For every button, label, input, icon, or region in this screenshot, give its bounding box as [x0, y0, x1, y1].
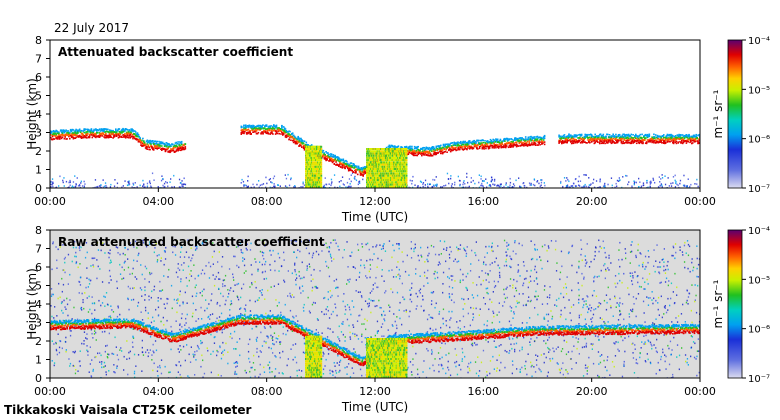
y-tick-label: 4: [35, 108, 42, 121]
date-label: 22 July 2017: [54, 21, 129, 35]
colorbar-unit-bottom: m⁻¹ sr⁻¹: [711, 279, 725, 328]
y-tick-label: 6: [35, 261, 42, 274]
y-tick-label: 0: [35, 182, 42, 195]
x-tick-label: 00:00: [34, 195, 66, 208]
colorbar-tick-label: 10⁻⁵: [748, 275, 770, 286]
y-axis-label-top: Height (km): [25, 78, 39, 149]
x-tick-label: 20:00: [576, 195, 608, 208]
y-tick-label: 1: [35, 354, 42, 367]
y-tick-label: 2: [35, 145, 42, 158]
chart-top: Attenuated backscatter coefficient 0 1 2 3 4…: [25, 34, 770, 224]
x-axis-label-top: Time (UTC): [341, 210, 408, 224]
colorbar-tick-label: 10⁻⁵: [748, 85, 770, 96]
y-tick-label: 5: [35, 90, 42, 103]
colorbar-tick-label: 10⁻⁶: [748, 325, 770, 336]
x-tick-label: 12:00: [359, 385, 391, 398]
colorbar-tick-label: 10⁻⁷: [748, 184, 770, 195]
x-tick-label: 00:00: [34, 385, 66, 398]
y-tick-label: 1: [35, 164, 42, 177]
x-tick-label: 20:00: [576, 385, 608, 398]
y-tick-label: 7: [35, 243, 42, 256]
y-tick-label: 3: [35, 317, 42, 330]
x-tick-label: 16:00: [467, 195, 499, 208]
y-tick-label: 7: [35, 53, 42, 66]
x-tick-label: 08:00: [251, 385, 283, 398]
y-tick-label: 6: [35, 71, 42, 84]
x-tick-label: 08:00: [251, 195, 283, 208]
x-tick-label: 00:00: [684, 195, 716, 208]
x-tick-label: 04:00: [142, 385, 174, 398]
x-axis-label-bottom: Time (UTC): [341, 400, 408, 414]
colorbar-top: [727, 39, 743, 189]
colorbar-unit-top: m⁻¹ sr⁻¹: [711, 89, 725, 138]
y-tick-label: 8: [35, 34, 42, 47]
y-axis-label-bottom: Height (km): [25, 268, 39, 339]
colorbar-tick-label: 10⁻⁴: [748, 226, 770, 237]
chart-title-top: Attenuated backscatter coefficient: [58, 45, 293, 59]
colorbar-tick-label: 10⁻⁴: [748, 36, 770, 47]
x-tick-label: 16:00: [467, 385, 499, 398]
colorbar-tick-label: 10⁻⁶: [748, 135, 770, 146]
chart-bottom: Raw attenuated backscatter coefficient 0…: [25, 224, 770, 414]
x-tick-label: 00:00: [684, 385, 716, 398]
x-tick-label: 04:00: [142, 195, 174, 208]
y-tick-label: 3: [35, 127, 42, 140]
y-tick-label: 4: [35, 298, 42, 311]
colorbar-bottom: [727, 229, 743, 379]
x-tick-label: 12:00: [359, 195, 391, 208]
instrument-label: Tikkakoski Vaisala CT25K ceilometer: [4, 403, 252, 417]
y-tick-label: 5: [35, 280, 42, 293]
y-tick-label: 8: [35, 224, 42, 237]
y-tick-label: 2: [35, 335, 42, 348]
chart-title-bottom: Raw attenuated backscatter coefficient: [58, 235, 325, 249]
colorbar-tick-label: 10⁻⁷: [748, 374, 770, 385]
y-tick-label: 0: [35, 372, 42, 385]
